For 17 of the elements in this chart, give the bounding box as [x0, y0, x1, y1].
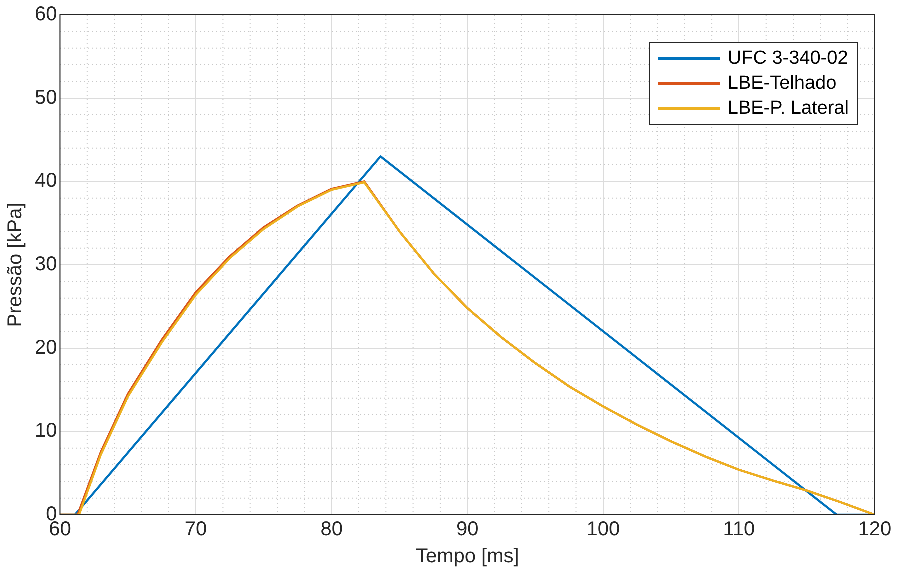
y-tick-label: 20 [34, 336, 58, 359]
y-tick-label: 40 [34, 170, 58, 192]
x-axis-title: Tempo [ms] [416, 546, 520, 568]
x-tick-label: 90 [456, 518, 479, 541]
x-tick-label: 70 [184, 518, 208, 541]
y-tick-label: 60 [34, 4, 58, 26]
y-axis-title: Pressão [kPa] [4, 202, 27, 328]
x-tick-label: 100 [586, 518, 620, 541]
legend-label: LBE-Telhado [728, 72, 837, 94]
legend-label: LBE-P. Lateral [728, 98, 849, 120]
x-tick-label: 120 [858, 518, 892, 541]
y-tick-label: 10 [34, 420, 58, 442]
legend-label: UFC 3-340-02 [728, 48, 848, 70]
y-tick-label: 30 [34, 254, 58, 276]
x-tick-label: 110 [723, 518, 756, 541]
x-tick-label: 80 [320, 518, 343, 541]
y-tick-label: 50 [34, 86, 58, 109]
